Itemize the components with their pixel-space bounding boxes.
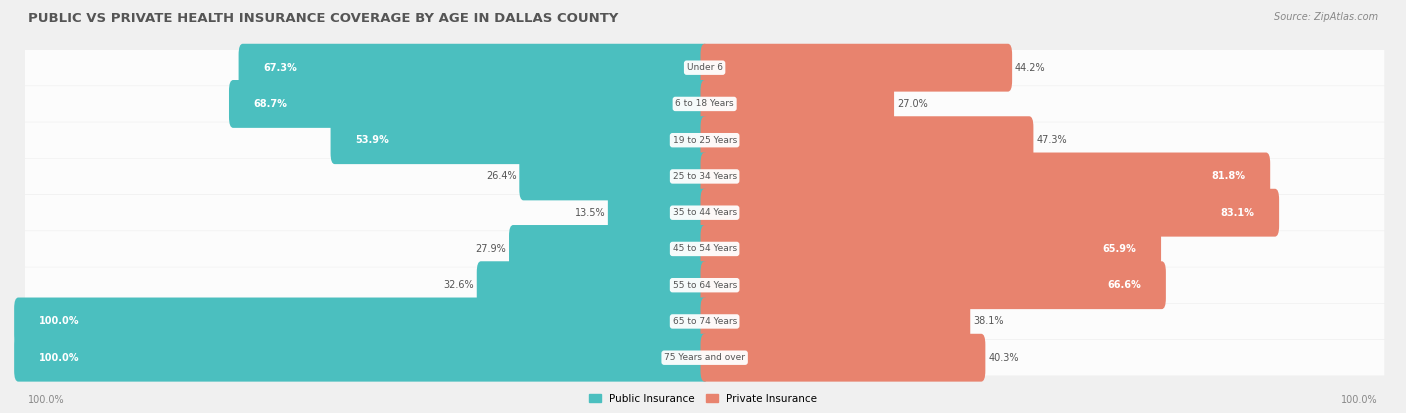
FancyBboxPatch shape	[700, 334, 986, 382]
Text: 27.0%: 27.0%	[897, 99, 928, 109]
Text: 38.1%: 38.1%	[973, 316, 1004, 326]
Text: 44.2%: 44.2%	[1015, 63, 1046, 73]
Text: 100.0%: 100.0%	[28, 395, 65, 405]
Text: 19 to 25 Years: 19 to 25 Years	[672, 136, 737, 145]
FancyBboxPatch shape	[700, 152, 1270, 200]
Text: Under 6: Under 6	[686, 63, 723, 72]
FancyBboxPatch shape	[14, 334, 709, 382]
FancyBboxPatch shape	[25, 195, 1385, 230]
Text: 83.1%: 83.1%	[1220, 208, 1254, 218]
FancyBboxPatch shape	[700, 80, 894, 128]
Text: 68.7%: 68.7%	[253, 99, 288, 109]
Text: 55 to 64 Years: 55 to 64 Years	[672, 281, 737, 290]
FancyBboxPatch shape	[700, 261, 1166, 309]
Text: 65.9%: 65.9%	[1102, 244, 1136, 254]
FancyBboxPatch shape	[239, 44, 709, 92]
FancyBboxPatch shape	[700, 116, 1033, 164]
FancyBboxPatch shape	[25, 268, 1385, 303]
Text: 45 to 54 Years: 45 to 54 Years	[672, 244, 737, 254]
FancyBboxPatch shape	[14, 297, 709, 345]
Text: 67.3%: 67.3%	[263, 63, 297, 73]
FancyBboxPatch shape	[229, 80, 709, 128]
Text: 35 to 44 Years: 35 to 44 Years	[672, 208, 737, 217]
Text: 47.3%: 47.3%	[1036, 135, 1067, 145]
FancyBboxPatch shape	[25, 86, 1385, 122]
FancyBboxPatch shape	[25, 122, 1385, 158]
Text: 75 Years and over: 75 Years and over	[664, 353, 745, 362]
Text: 27.9%: 27.9%	[475, 244, 506, 254]
Legend: Public Insurance, Private Insurance: Public Insurance, Private Insurance	[585, 389, 821, 408]
Text: 53.9%: 53.9%	[356, 135, 389, 145]
Text: 66.6%: 66.6%	[1108, 280, 1142, 290]
Text: 32.6%: 32.6%	[443, 280, 474, 290]
FancyBboxPatch shape	[607, 189, 709, 237]
Text: 100.0%: 100.0%	[39, 316, 79, 326]
FancyBboxPatch shape	[477, 261, 709, 309]
FancyBboxPatch shape	[700, 189, 1279, 237]
FancyBboxPatch shape	[25, 50, 1385, 85]
FancyBboxPatch shape	[25, 159, 1385, 194]
FancyBboxPatch shape	[700, 225, 1161, 273]
FancyBboxPatch shape	[509, 225, 709, 273]
FancyBboxPatch shape	[25, 340, 1385, 375]
FancyBboxPatch shape	[519, 152, 709, 200]
Text: 13.5%: 13.5%	[575, 208, 605, 218]
Text: 100.0%: 100.0%	[39, 353, 79, 363]
FancyBboxPatch shape	[25, 231, 1385, 267]
FancyBboxPatch shape	[700, 297, 970, 345]
Text: Source: ZipAtlas.com: Source: ZipAtlas.com	[1274, 12, 1378, 22]
FancyBboxPatch shape	[700, 44, 1012, 92]
Text: PUBLIC VS PRIVATE HEALTH INSURANCE COVERAGE BY AGE IN DALLAS COUNTY: PUBLIC VS PRIVATE HEALTH INSURANCE COVER…	[28, 12, 619, 25]
FancyBboxPatch shape	[25, 304, 1385, 339]
Text: 25 to 34 Years: 25 to 34 Years	[672, 172, 737, 181]
Text: 40.3%: 40.3%	[988, 353, 1018, 363]
Text: 6 to 18 Years: 6 to 18 Years	[675, 100, 734, 109]
Text: 65 to 74 Years: 65 to 74 Years	[672, 317, 737, 326]
Text: 26.4%: 26.4%	[486, 171, 516, 181]
Text: 100.0%: 100.0%	[1341, 395, 1378, 405]
FancyBboxPatch shape	[330, 116, 709, 164]
Text: 81.8%: 81.8%	[1212, 171, 1246, 181]
